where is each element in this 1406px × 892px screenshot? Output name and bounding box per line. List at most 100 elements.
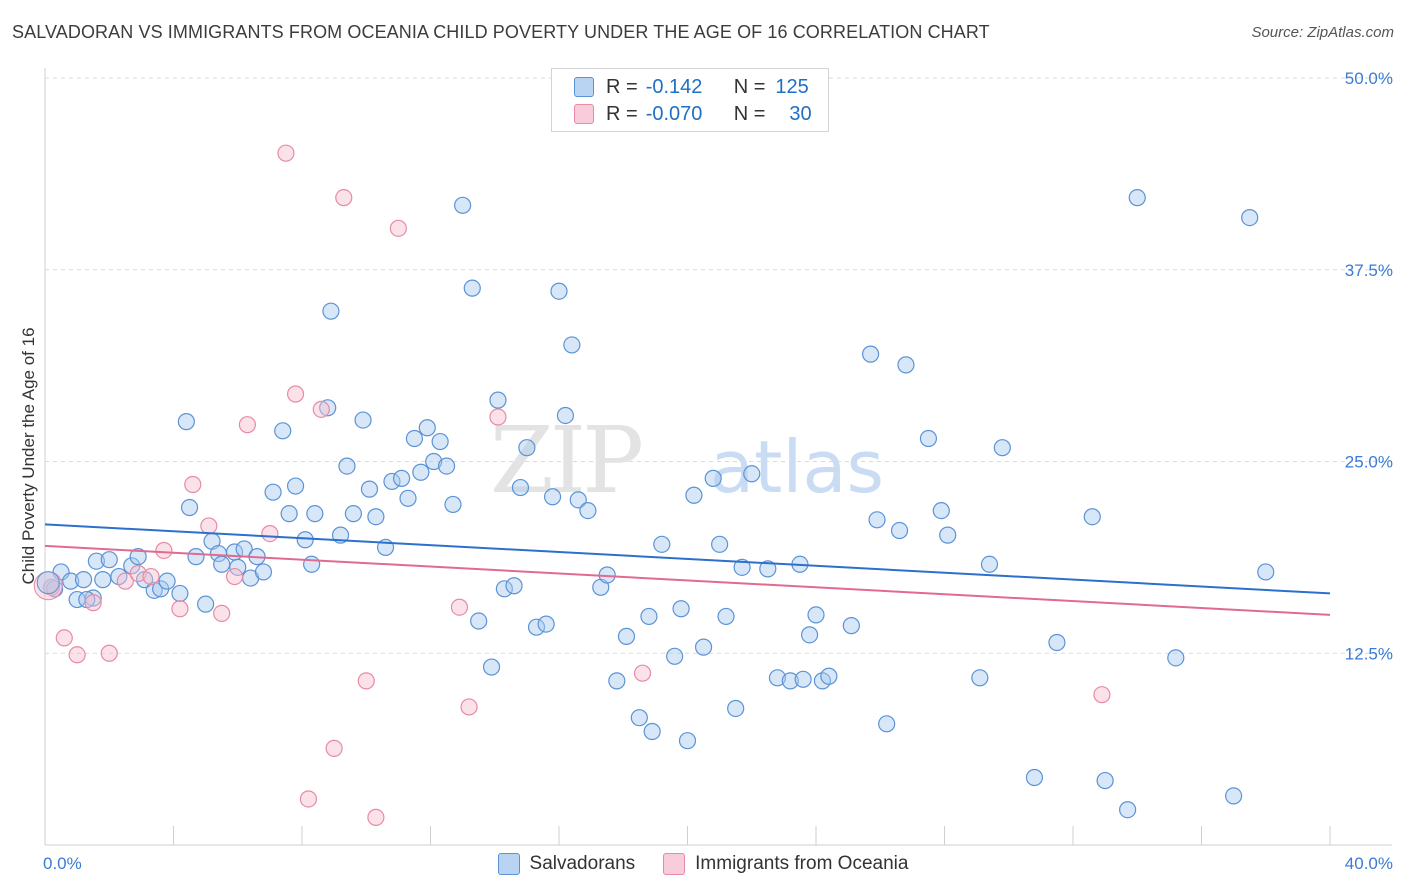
salvadorans-point (296, 531, 314, 549)
salvadorans-point (1241, 208, 1259, 227)
oceania-point (325, 739, 343, 757)
salvadorans-point (511, 478, 530, 497)
salvadorans-point (74, 571, 93, 589)
salvadorans-point (454, 196, 472, 214)
oceania-point (460, 698, 478, 716)
salvadorans-point (505, 577, 523, 595)
axis-labels: 12.5% 25.0% 37.5% 50.0% 0.0% 40.0% Child Pover… (19, 69, 1393, 873)
salvadorans-point (939, 526, 957, 544)
salvadorans-point (177, 413, 195, 431)
oceania-trend-line (44, 544, 1331, 616)
salvadorans-point (768, 669, 787, 687)
bottom-legend-label: Immigrants from Oceania (695, 853, 909, 874)
salvadorans-point (694, 638, 713, 656)
oceania-point (389, 219, 407, 237)
salvadorans-point (319, 399, 337, 417)
salvadorans-point (569, 491, 587, 509)
salvadorans-point (344, 505, 362, 523)
salvadorans-point (62, 572, 80, 590)
salvadorans-point (543, 488, 562, 506)
salvadorans-point (187, 548, 205, 566)
oceania-point (238, 416, 256, 434)
oceania-point (184, 475, 202, 494)
legend-n-value: 125 (775, 75, 809, 98)
salvadorans-point (678, 732, 697, 750)
y-tick-label: 12.5% (1345, 644, 1393, 663)
oceania-point (155, 541, 173, 560)
salvadorans-point (444, 495, 462, 514)
oceania-point (367, 808, 385, 826)
oceania-point (84, 594, 102, 612)
chart-source: Source: ZipAtlas.com (1251, 24, 1394, 41)
salvadorans-point (527, 618, 546, 636)
data-points (33, 144, 1275, 826)
salvadorans-point (579, 501, 597, 520)
x-tick-label: 0.0% (43, 854, 82, 873)
salvadorans-point (1225, 787, 1243, 805)
grid-lines (45, 77, 1392, 654)
salvadorans-point (425, 452, 443, 471)
salvadorans-point (878, 715, 896, 733)
salvadorans-point (303, 555, 321, 573)
legend-r-label: R = (606, 102, 638, 125)
bottom-legend-swatch-pink (663, 853, 686, 875)
salvadorans-point (993, 439, 1011, 457)
salvadorans-point (87, 552, 106, 570)
salvadorans-point (36, 571, 60, 595)
legend-r-value: -0.142 (645, 75, 703, 98)
salvadorans-point (489, 391, 507, 409)
oceania-point (312, 400, 330, 418)
salvadorans-point (807, 606, 825, 624)
salvadorans-point (383, 472, 401, 491)
watermark-atlas: atlas (710, 425, 884, 509)
salvadorans-point (84, 589, 102, 607)
bottom-legend: Salvadorans Immigrants from Oceania (0, 851, 1406, 877)
salvadorans-point (418, 419, 436, 437)
oceania-point (261, 524, 279, 543)
legend-row-salvadorans: R = -0.142 N = 125 (574, 75, 809, 99)
salvadorans-point (759, 560, 777, 578)
salvadorans-point (1119, 801, 1137, 819)
salvadorans-point (704, 469, 722, 487)
oceania-point (335, 189, 353, 207)
salvadorans-point (1257, 563, 1275, 581)
salvadorans-point (685, 486, 703, 504)
salvadorans-point (229, 558, 247, 576)
oceania-point (1093, 686, 1111, 704)
salvadorans-point (470, 612, 488, 630)
salvadorans-point (1048, 633, 1066, 652)
salvadorans-point (630, 709, 648, 727)
bottom-legend-salvadorans: Salvadorans (497, 853, 635, 875)
salvadorans-point (463, 279, 481, 297)
bottom-legend-oceania: Immigrants from Oceania (663, 853, 908, 875)
salvadorans-point (563, 336, 581, 354)
salvadorans-point (890, 521, 909, 540)
salvadorans-point (919, 429, 938, 448)
trend-lines (44, 523, 1331, 616)
salvadorans-point (360, 480, 379, 498)
salvadorans-point (94, 571, 112, 589)
oceania-point (357, 672, 375, 690)
oceania-point (277, 144, 295, 162)
salvadorans-point (482, 658, 501, 676)
y-tick-label: 37.5% (1345, 261, 1393, 280)
legend-r-value: -0.070 (645, 102, 703, 125)
salvadorans-point (711, 535, 729, 553)
salvadorans-point (367, 508, 385, 526)
oceania-point (299, 790, 318, 808)
salvadorans-point (666, 647, 684, 665)
salvadorans-point (274, 422, 292, 440)
x-tick-label: 40.0% (1345, 854, 1393, 873)
oceania-point (116, 572, 134, 590)
legend-r-label: R = (606, 75, 638, 98)
chart-title: SALVADORAN VS IMMIGRANTS FROM OCEANIA CH… (12, 22, 990, 42)
legend: R = -0.142 N = 125 R = -0.070 N = 30 (551, 68, 829, 132)
salvadorans-point (733, 558, 751, 576)
y-tick-label: 25.0% (1345, 453, 1393, 472)
salvadorans-point (322, 302, 340, 320)
legend-swatch-pink (574, 104, 594, 124)
salvadorans-point (556, 406, 575, 425)
salvadorans-point (437, 457, 456, 475)
salvadorans-point (431, 432, 449, 451)
